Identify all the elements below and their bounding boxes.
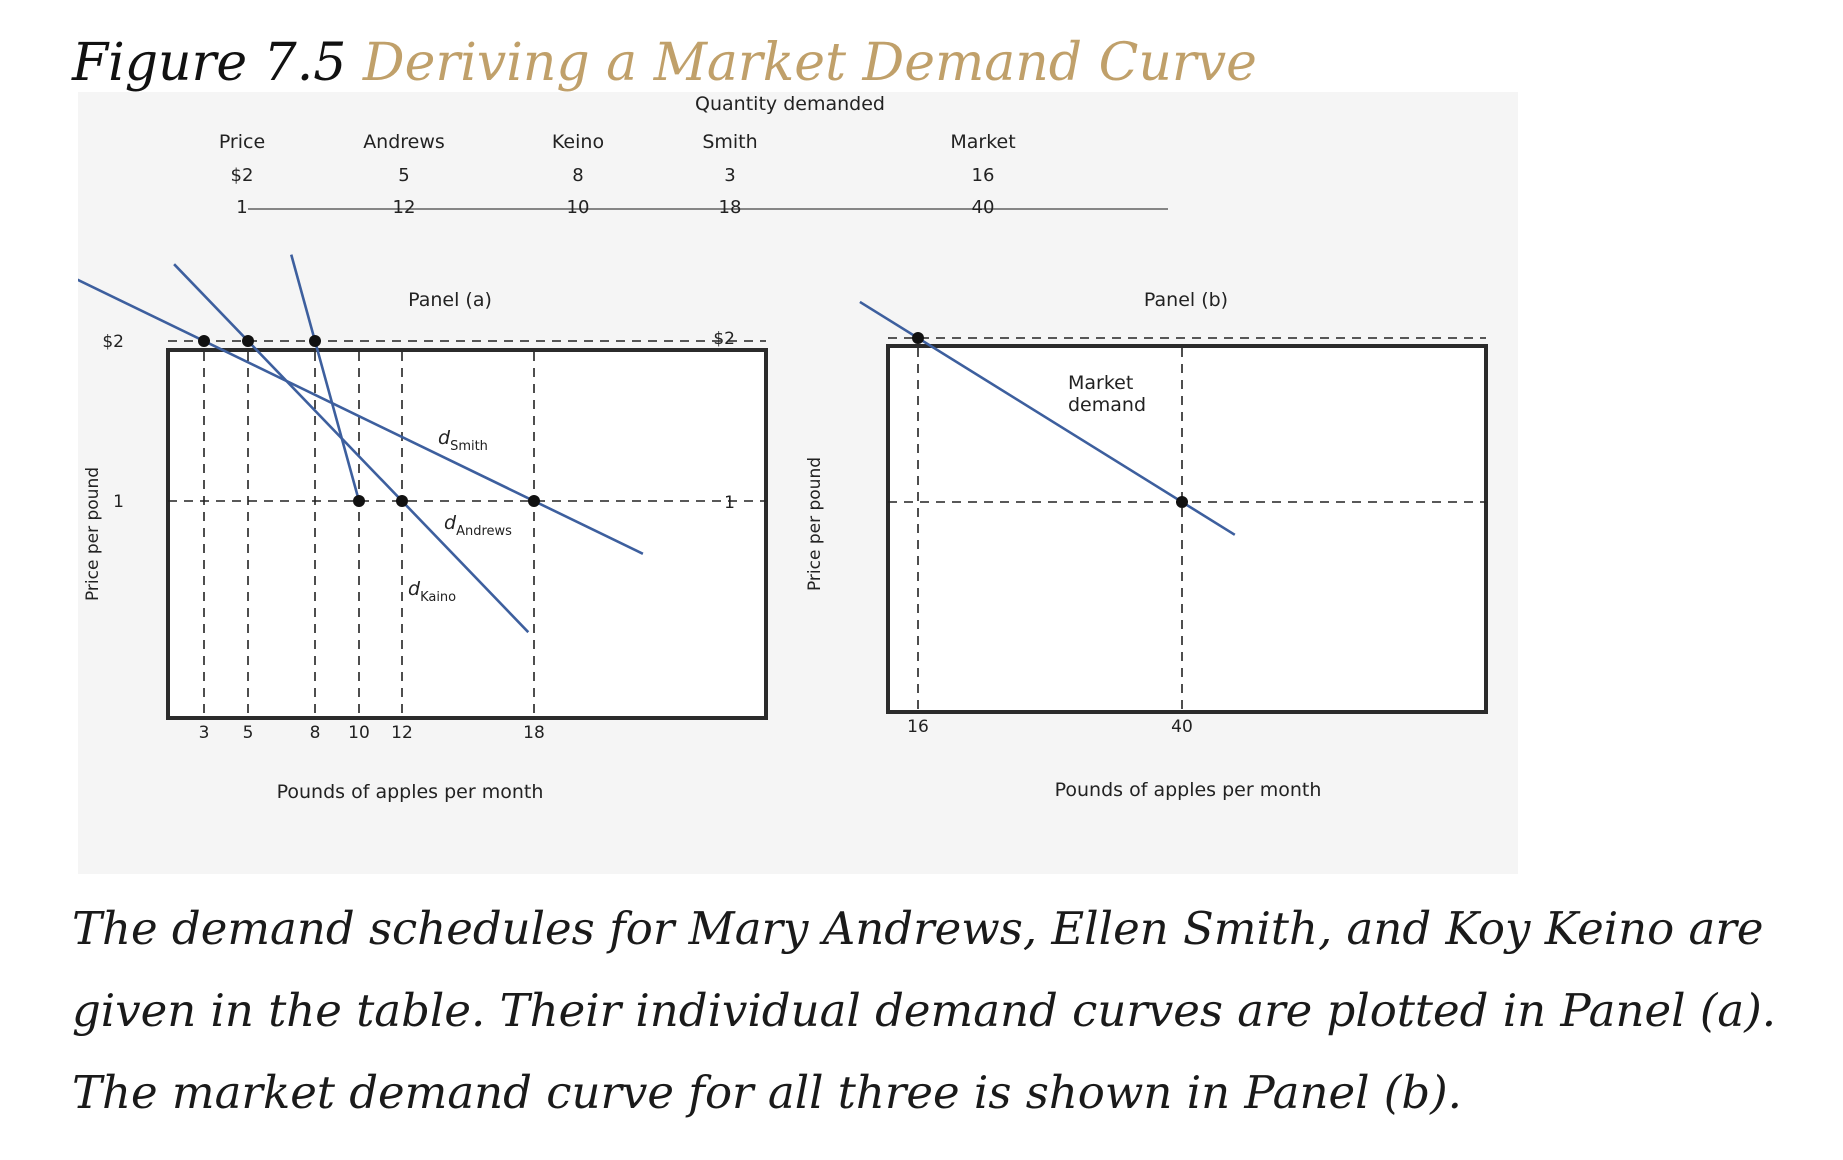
table-cell: 12 [393, 197, 416, 218]
panel-b-ytick-label: $2 [713, 329, 735, 349]
panel-b-xlabel: Pounds of apples per month [1055, 779, 1322, 801]
panel-a-xtick-label: 10 [348, 723, 370, 743]
series-label-sub: Andrews [456, 524, 512, 539]
panel-a-frame [166, 348, 768, 720]
series-label-main: d [438, 427, 451, 449]
table-header-market: Market [950, 131, 1015, 153]
panel-a: Panel (a) Pounds of apples per month Pri… [78, 254, 768, 803]
table-cell: $2 [231, 165, 254, 186]
panel-a-series-andrews-point [242, 335, 254, 347]
panel-a-series-kaino-line [289, 254, 361, 502]
panel-a-ytick-label: $2 [102, 332, 124, 352]
panel-a-xtick-label: 18 [523, 723, 545, 743]
panel-a-series-andrews-line [173, 263, 530, 634]
panel-b-series-market-demand-label: Market [1068, 372, 1133, 394]
table-header-keino: Keino [552, 131, 604, 153]
panel-a-xtick-label: 12 [391, 723, 413, 743]
table-cell: 8 [572, 165, 583, 186]
panel-b-series-market-demand-label: demand [1068, 394, 1146, 416]
panel-b-xtick-label: 40 [1171, 717, 1193, 737]
panel-a-series-smith-label: dSmith [438, 427, 488, 454]
series-label-sub: Kaino [420, 590, 456, 605]
panel-b-ytick-label: 1 [724, 493, 735, 513]
table-cell: 3 [724, 165, 735, 186]
figure-caption: The demand schedules for Mary Andrews, E… [72, 902, 1777, 1119]
figure-svg: Quantity demanded Price Andrews Keino Smith… [78, 93, 1488, 803]
table-header-smith: Smith [702, 131, 757, 153]
table-super-header: Quantity demanded [695, 93, 885, 115]
table-cell: 10 [567, 197, 590, 218]
figure-number: Figure 7.5 [72, 33, 347, 93]
panel-b-xtick-label: 16 [907, 717, 929, 737]
demand-schedule-table: Quantity demanded Price Andrews Keino Smith… [219, 93, 1168, 218]
panel-a-series-smith-point [528, 495, 540, 507]
figure-name: Deriving a Market Demand Curve [362, 33, 1257, 93]
figure-title: Figure 7.5 Deriving a Market Demand Curv… [72, 30, 1257, 96]
panel-a-label: Panel (a) [408, 289, 492, 311]
table-cell: 18 [719, 197, 742, 218]
panel-b-frame [886, 344, 1488, 714]
panel-a-series-andrews-point [396, 495, 408, 507]
panel-a-series-andrews-label: dAndrews [444, 512, 512, 539]
figure-area: Quantity demanded Price Andrews Keino Smith… [78, 92, 1518, 874]
panel-b-series-market-demand-point [912, 332, 924, 344]
panel-a-ytick-label: 1 [113, 492, 124, 512]
panel-a-series-kaino-point [353, 495, 365, 507]
table-cell: 1 [236, 197, 247, 218]
panel-a-series-smith-point [198, 335, 210, 347]
panel-b: Panel (b) Pounds of apples per month Pri… [713, 289, 1488, 801]
table-header-andrews: Andrews [363, 131, 445, 153]
panel-b-series-market-demand-point [1176, 496, 1188, 508]
table-cell: 40 [972, 197, 995, 218]
series-label-main: d [408, 578, 421, 600]
panel-a-ylabel: Price per pound [83, 467, 103, 601]
table-header-price: Price [219, 131, 265, 153]
panel-b-ylabel: Price per pound [805, 457, 825, 591]
panel-a-xtick-label: 8 [310, 723, 321, 743]
panel-a-xtick-label: 3 [199, 723, 210, 743]
series-label-main: d [444, 512, 457, 534]
panel-a-xlabel: Pounds of apples per month [277, 781, 544, 803]
panel-a-xtick-label: 5 [243, 723, 254, 743]
table-cell: 16 [972, 165, 995, 186]
panel-b-label: Panel (b) [1144, 289, 1228, 311]
series-label-sub: Smith [450, 439, 488, 454]
table-cell: 5 [398, 165, 409, 186]
panel-a-series-kaino-point [309, 335, 321, 347]
panel-a-series-kaino-label: dKaino [408, 578, 456, 605]
